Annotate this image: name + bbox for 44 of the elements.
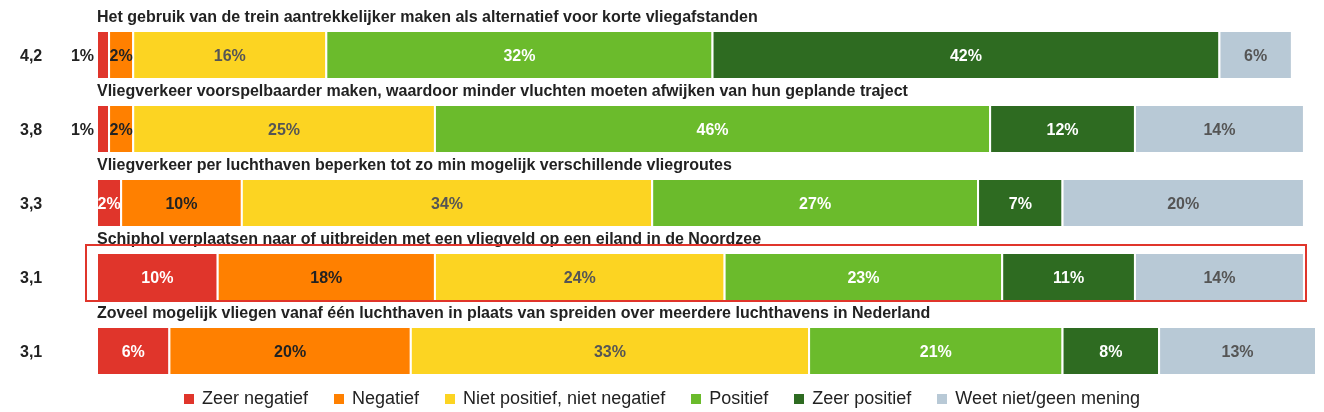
legend-label: Weet niet/geen mening [954,388,1141,409]
legend-label: Zeer positief [811,388,912,409]
data-label: 8% [1099,343,1123,360]
data-label: 10% [141,269,174,286]
data-label: 16% [213,47,246,64]
data-label: 13% [1221,343,1254,360]
text: 4,2 [20,47,43,64]
data-label: 34% [430,195,464,212]
data-label: 25% [268,121,301,138]
legend-label: Zeer negatief [200,388,309,409]
data-label: 18% [310,269,343,286]
data-label: 42% [949,47,983,64]
y-tick-label: Zoveel mogelijk vliegen vanaf één luchthaven in plaats van spreiden over meerdere luchthavens in Nederland [97,304,931,321]
data-label: 1% [70,121,94,138]
data-label: 2% [97,195,121,212]
y-tick-label: Vliegverkeer per luchthaven beperken tot zo min mogelijk verschillende vliegroutes [97,156,732,173]
y-tick-label: Vliegverkeer voorspelbaarder maken, waardoor minder vluchten moeten afwijken van hun geplande traject [97,82,909,99]
data-label: 1% [70,47,94,64]
data-label: 14% [1203,269,1236,286]
data-label: 20% [274,343,307,360]
y-tick-label: Schiphol verplaatsen naar of uitbreiden met een vliegveld op een eiland in de Noordzee [97,230,762,247]
data-label: 21% [919,343,952,360]
data-label: 6% [1244,47,1268,64]
legend-label: Positief [708,388,769,409]
data-label: 24% [563,269,596,286]
data-label: 32% [503,47,536,64]
data-label: 12% [1046,121,1079,138]
data-label: 33% [593,343,626,360]
data-label: 11% [1053,269,1085,286]
data-label: 27% [799,195,832,212]
data-label: 46% [696,121,729,138]
text: 3,8 [20,121,43,138]
data-label: 14% [1203,121,1236,138]
data-label: 6% [121,343,145,360]
text: 3,1 [20,343,43,360]
data-label: 7% [1008,195,1032,212]
legend-label: Niet positief, niet negatief [462,388,666,409]
text: 3,1 [20,269,43,286]
text: 3,3 [20,195,43,212]
data-label: 23% [847,269,880,286]
y-tick-label: Het gebruik van de trein aantrekkelijker maken als alternatief voor korte vliegafstanden [97,8,758,25]
legend-label: Negatief [351,388,420,409]
data-label: 10% [165,195,198,212]
data-label: 20% [1167,195,1200,212]
